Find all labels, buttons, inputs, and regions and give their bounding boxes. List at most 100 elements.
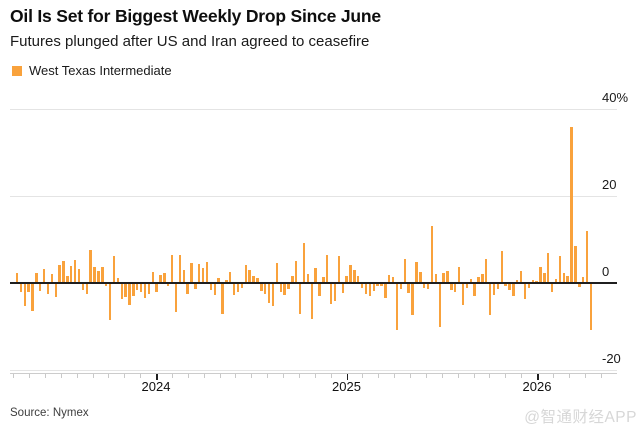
month-tick — [235, 374, 237, 378]
chart-subtitle: Futures plunged after US and Iran agreed… — [10, 33, 370, 50]
zero-baseline — [10, 282, 617, 284]
bar — [527, 283, 531, 288]
bar — [450, 283, 453, 290]
bar — [287, 283, 290, 290]
bar — [512, 283, 515, 296]
bar — [85, 283, 88, 294]
month-tick — [76, 374, 78, 378]
month-tick — [283, 374, 284, 378]
bar — [263, 283, 267, 295]
legend: West Texas Intermediate — [12, 63, 172, 78]
bar — [360, 283, 364, 288]
month-tick — [362, 374, 364, 378]
bar — [267, 283, 271, 303]
month-tick — [600, 374, 602, 378]
bar — [205, 262, 209, 283]
bar — [39, 283, 42, 291]
bar — [457, 267, 461, 283]
bar — [322, 276, 325, 283]
bar — [477, 276, 480, 283]
y-gridline — [10, 195, 617, 197]
bar — [240, 283, 244, 289]
bar — [50, 274, 54, 283]
bar — [438, 283, 441, 328]
bar — [209, 283, 213, 290]
bar — [508, 283, 511, 290]
bar — [562, 272, 565, 283]
bar — [326, 255, 329, 283]
bar — [35, 273, 38, 283]
bar — [97, 271, 100, 283]
month-tick — [187, 374, 189, 378]
bar — [178, 255, 182, 283]
bar — [500, 251, 503, 283]
bar — [167, 283, 170, 287]
bar — [519, 270, 523, 283]
month-tick — [298, 374, 300, 378]
bar — [310, 283, 313, 319]
bar — [581, 276, 585, 283]
month-tick — [410, 374, 411, 378]
bar — [275, 263, 279, 283]
month-tick — [378, 374, 380, 378]
bar — [504, 283, 507, 287]
bar — [31, 283, 34, 311]
bar — [578, 283, 581, 287]
bar — [372, 283, 375, 291]
bar — [485, 259, 488, 283]
bar — [357, 275, 360, 283]
bar — [341, 283, 344, 293]
bar — [298, 283, 302, 314]
bar — [388, 275, 391, 283]
bar — [23, 283, 26, 306]
month-tick — [29, 374, 30, 378]
bar — [120, 283, 123, 299]
bar — [473, 283, 476, 297]
x-axis-label: 2025 — [332, 379, 361, 394]
bar — [15, 272, 19, 283]
bar — [132, 283, 135, 297]
bar — [364, 283, 368, 295]
y-gridline — [10, 369, 617, 371]
month-tick — [394, 374, 396, 378]
bar — [380, 283, 383, 287]
month-tick — [505, 374, 507, 378]
bar — [523, 283, 527, 300]
x-axis-label: 2024 — [141, 379, 171, 394]
month-tick — [140, 374, 142, 378]
bar — [539, 267, 542, 283]
bar — [283, 283, 286, 295]
bar — [543, 273, 546, 283]
bar — [139, 283, 143, 293]
bar — [256, 278, 259, 283]
bar — [62, 261, 65, 283]
bar — [547, 252, 550, 283]
bar — [108, 283, 112, 321]
bar — [442, 272, 445, 283]
y-axis-label: -20 — [602, 351, 621, 366]
bar — [461, 283, 465, 305]
month-tick — [108, 374, 110, 378]
bar — [42, 269, 46, 283]
bar — [279, 283, 282, 292]
month-tick — [521, 374, 523, 378]
month-tick — [584, 374, 586, 378]
year-tick — [156, 374, 158, 380]
bar — [492, 283, 496, 295]
bar — [213, 283, 216, 295]
y-axis-label: 20 — [602, 177, 617, 192]
month-tick — [489, 374, 491, 378]
bar — [232, 283, 236, 295]
month-tick — [552, 374, 554, 378]
bar — [318, 283, 321, 297]
bar — [182, 269, 185, 283]
month-tick — [330, 374, 332, 378]
bar — [252, 275, 255, 283]
month-tick — [92, 374, 94, 378]
bar — [73, 260, 77, 283]
bar — [58, 265, 61, 283]
legend-swatch-icon — [12, 65, 22, 76]
bar — [77, 268, 81, 283]
bar — [81, 283, 85, 290]
